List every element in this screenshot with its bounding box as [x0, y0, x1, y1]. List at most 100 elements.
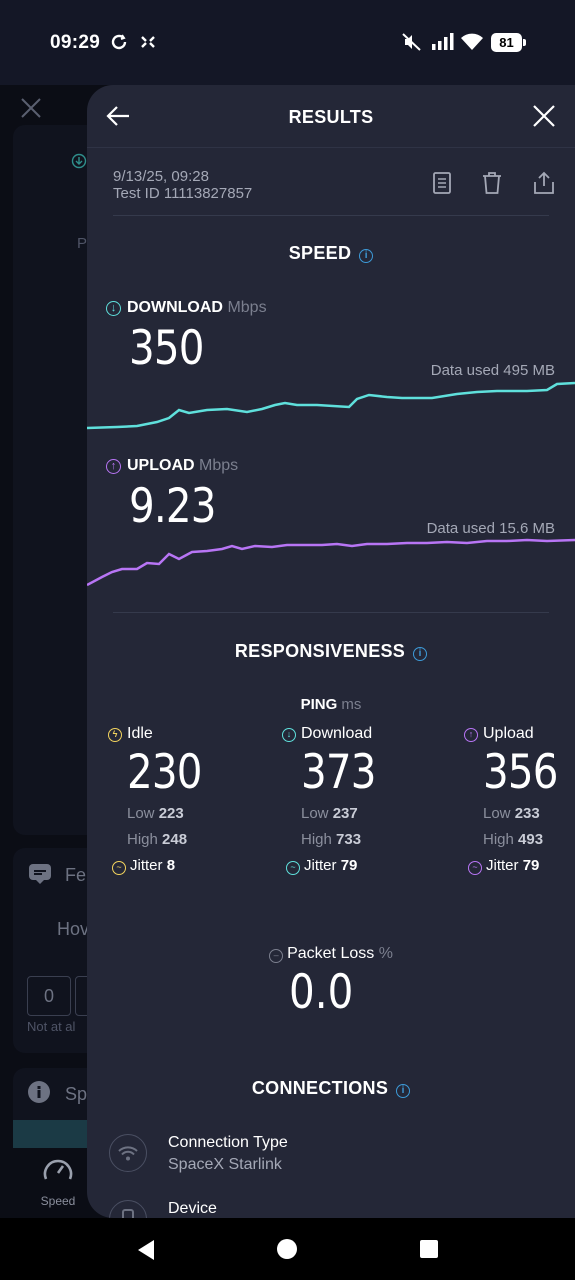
- speed-title: SPEED: [288, 243, 352, 263]
- packet-loss-unit: %: [378, 945, 393, 962]
- upload-ping-label: Upload: [483, 725, 534, 742]
- close-icon[interactable]: [18, 95, 44, 121]
- divider: [87, 147, 575, 148]
- download-high-value: 733: [336, 831, 362, 848]
- download-high: High 733: [301, 831, 362, 848]
- idle-jitter-value: 8: [166, 857, 176, 874]
- results-panel: RESULTS 9/13/25, 09:28 Test ID 111138278…: [87, 85, 575, 1218]
- jitter-icon: ~: [112, 861, 126, 875]
- info-icon[interactable]: i: [359, 249, 374, 263]
- upload-value: 9.23: [129, 479, 216, 534]
- info-icon: [28, 1081, 50, 1103]
- device-label: Device: [168, 1200, 217, 1217]
- ping-idle-column: ϟ Idle 230 Low 223 High 248 ~ Jitter 8: [108, 725, 238, 875]
- ping-download-column: ↓ Download 373 Low 237 High 733 ~ Jitter 7…: [282, 725, 412, 875]
- battery-icon: 81: [491, 33, 526, 52]
- upload-jitter-value: 79: [522, 857, 540, 874]
- packet-loss-icon: –: [269, 949, 284, 963]
- system-nav-bar: [0, 1218, 575, 1280]
- download-icon: [71, 153, 87, 169]
- idle-label: Idle: [127, 725, 153, 742]
- download-graph: [87, 381, 575, 430]
- idle-ping-value: 230: [127, 745, 202, 800]
- page-title: RESULTS: [288, 107, 374, 127]
- share-icon[interactable]: [533, 171, 555, 195]
- wifi-icon: [109, 1134, 147, 1172]
- packet-loss-label: Packet Loss: [287, 945, 375, 962]
- download-ping-value: 373: [301, 745, 376, 800]
- sync-icon: [111, 34, 127, 50]
- idle-low-value: 223: [158, 805, 184, 822]
- download-data-used: Data used 495 MB: [430, 362, 555, 379]
- signal-icon: [432, 33, 454, 50]
- download-icon: ↓: [106, 301, 121, 316]
- connections-section-title: CONNECTIONS i: [87, 1078, 575, 1099]
- upload-unit: Mbps: [199, 457, 239, 474]
- upload-high-value: 493: [518, 831, 544, 848]
- test-id: Test ID 11113827857: [113, 185, 253, 202]
- download-jitter-value: 79: [340, 857, 358, 874]
- idle-icon: ϟ: [108, 728, 122, 742]
- trash-icon[interactable]: [482, 171, 502, 195]
- download-ping-label: Download: [301, 725, 373, 742]
- download-value: 350: [129, 321, 204, 376]
- feedback-icon: [29, 864, 51, 884]
- connections-title: CONNECTIONS: [251, 1078, 389, 1098]
- upload-label-row: ↑ UPLOAD Mbps: [106, 457, 238, 475]
- panel-header: RESULTS: [87, 85, 575, 147]
- nav-home-icon[interactable]: [277, 1239, 297, 1259]
- download-jitter: ~ Jitter 79: [286, 857, 412, 875]
- ping-upload-header: ↑ Upload: [464, 725, 575, 743]
- upload-graph-line: [87, 538, 575, 587]
- nav-recents-icon[interactable]: [420, 1240, 438, 1258]
- download-low-value: 237: [332, 805, 358, 822]
- nav-back-icon[interactable]: [136, 1239, 156, 1261]
- upload-icon: ↑: [106, 459, 121, 474]
- divider: [113, 215, 549, 216]
- idle-high: High 248: [127, 831, 188, 848]
- feedback-question: Hov: [57, 919, 90, 939]
- download-icon: ↓: [282, 728, 296, 742]
- speedometer-icon: [43, 1159, 73, 1180]
- background-sp-label: Sp: [65, 1084, 88, 1104]
- download-label-row: ↓ DOWNLOAD Mbps: [106, 299, 267, 317]
- status-clock: 09:29: [50, 32, 101, 53]
- rating-option[interactable]: 0: [27, 976, 71, 1016]
- back-arrow-icon[interactable]: [105, 103, 131, 129]
- ping-download-header: ↓ Download: [282, 725, 412, 743]
- wifi-icon: [461, 33, 483, 50]
- idle-high-value: 248: [162, 831, 188, 848]
- upload-label: UPLOAD: [127, 457, 195, 474]
- device-icon: [109, 1200, 147, 1218]
- ping-upload-column: ↑ Upload 356 Low 233 High 493 ~ Jitter 79: [464, 725, 575, 875]
- upload-high: High 493: [483, 831, 544, 848]
- test-date: 9/13/25, 09:28: [113, 168, 209, 185]
- feedback-label: Fe: [65, 865, 87, 885]
- upload-ping-value: 356: [483, 745, 558, 800]
- status-bar: 09:29 81: [0, 0, 575, 85]
- nav-speed-label: Speed: [40, 1194, 76, 1208]
- info-icon[interactable]: i: [396, 1084, 411, 1098]
- background-p-label: P: [77, 235, 88, 252]
- download-low: Low 237: [301, 805, 358, 822]
- ping-label: PING: [300, 696, 338, 713]
- divider: [113, 612, 549, 613]
- download-unit: Mbps: [227, 299, 267, 316]
- upload-low: Low 233: [483, 805, 540, 822]
- ping-idle-header: ϟ Idle: [108, 725, 238, 743]
- jitter-icon: ~: [286, 861, 300, 875]
- upload-data-used: Data used 15.6 MB: [426, 520, 555, 537]
- document-icon[interactable]: [432, 171, 452, 195]
- idle-low: Low 223: [127, 805, 184, 822]
- download-label: DOWNLOAD: [127, 299, 223, 316]
- rating-scale-label: Not at al: [27, 1019, 76, 1034]
- idle-jitter: ~ Jitter 8: [112, 857, 238, 875]
- responsiveness-title: RESPONSIVENESS: [234, 641, 406, 661]
- responsiveness-section-title: RESPONSIVENESS i: [87, 641, 575, 662]
- speed-section-title: SPEED i: [87, 243, 575, 264]
- connection-type-label: Connection Type: [168, 1134, 288, 1151]
- jitter-icon: ~: [468, 861, 482, 875]
- info-icon[interactable]: i: [413, 647, 428, 661]
- close-icon[interactable]: [531, 103, 557, 129]
- nav-speed-tab[interactable]: Speed: [38, 1155, 78, 1208]
